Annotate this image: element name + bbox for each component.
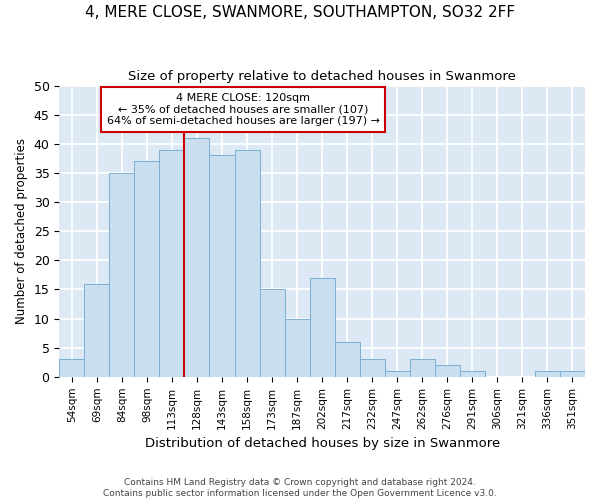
Bar bbox=[385, 371, 410, 377]
Text: 4, MERE CLOSE, SWANMORE, SOUTHAMPTON, SO32 2FF: 4, MERE CLOSE, SWANMORE, SOUTHAMPTON, SO… bbox=[85, 5, 515, 20]
Bar bbox=[435, 365, 460, 377]
Text: Contains HM Land Registry data © Crown copyright and database right 2024.
Contai: Contains HM Land Registry data © Crown c… bbox=[103, 478, 497, 498]
Bar bbox=[359, 360, 385, 377]
Bar bbox=[260, 290, 284, 377]
Title: Size of property relative to detached houses in Swanmore: Size of property relative to detached ho… bbox=[128, 70, 516, 83]
Bar bbox=[160, 150, 184, 377]
Bar bbox=[59, 360, 85, 377]
Bar bbox=[310, 278, 335, 377]
Bar bbox=[85, 284, 109, 377]
Bar bbox=[134, 162, 160, 377]
Bar bbox=[184, 138, 209, 377]
Bar bbox=[109, 173, 134, 377]
Text: 4 MERE CLOSE: 120sqm
← 35% of detached houses are smaller (107)
64% of semi-deta: 4 MERE CLOSE: 120sqm ← 35% of detached h… bbox=[107, 93, 380, 126]
Bar bbox=[284, 318, 310, 377]
Bar bbox=[335, 342, 359, 377]
Bar bbox=[410, 360, 435, 377]
Bar bbox=[209, 156, 235, 377]
Y-axis label: Number of detached properties: Number of detached properties bbox=[15, 138, 28, 324]
Bar bbox=[560, 371, 585, 377]
Bar bbox=[535, 371, 560, 377]
X-axis label: Distribution of detached houses by size in Swanmore: Distribution of detached houses by size … bbox=[145, 437, 500, 450]
Bar bbox=[235, 150, 260, 377]
Bar bbox=[460, 371, 485, 377]
